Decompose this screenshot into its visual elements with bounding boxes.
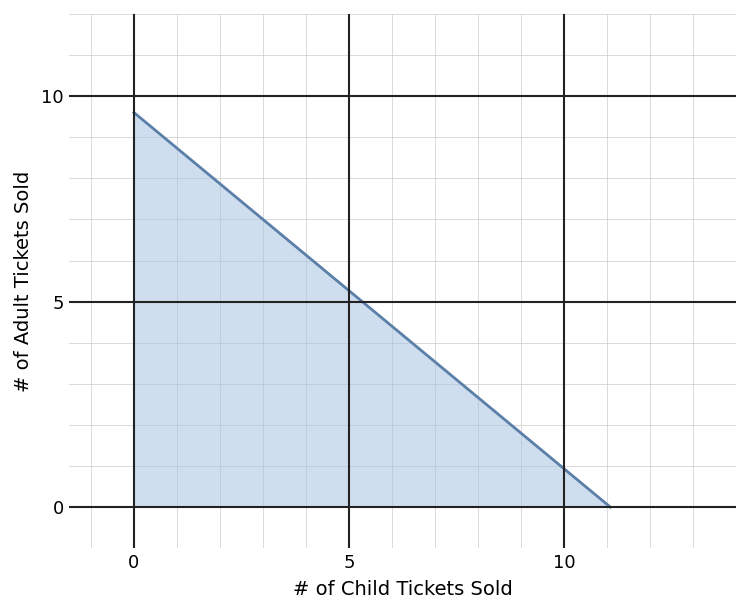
Y-axis label: # of Adult Tickets Sold: # of Adult Tickets Sold	[14, 170, 33, 392]
Polygon shape	[134, 113, 610, 507]
X-axis label: # of Child Tickets Sold: # of Child Tickets Sold	[293, 580, 513, 599]
